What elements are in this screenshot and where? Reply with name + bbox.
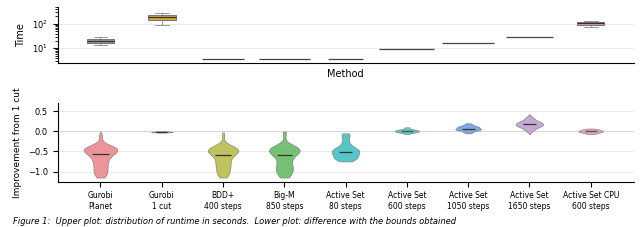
PathPatch shape [148, 15, 175, 20]
Text: Figure 1:  Upper plot: distribution of runtime in seconds.  Lower plot: differen: Figure 1: Upper plot: distribution of ru… [13, 217, 456, 226]
PathPatch shape [86, 39, 115, 43]
PathPatch shape [577, 22, 605, 25]
Y-axis label: Time: Time [17, 23, 26, 47]
Y-axis label: Improvement from 1 cut: Improvement from 1 cut [13, 87, 22, 198]
X-axis label: Method: Method [327, 69, 364, 79]
